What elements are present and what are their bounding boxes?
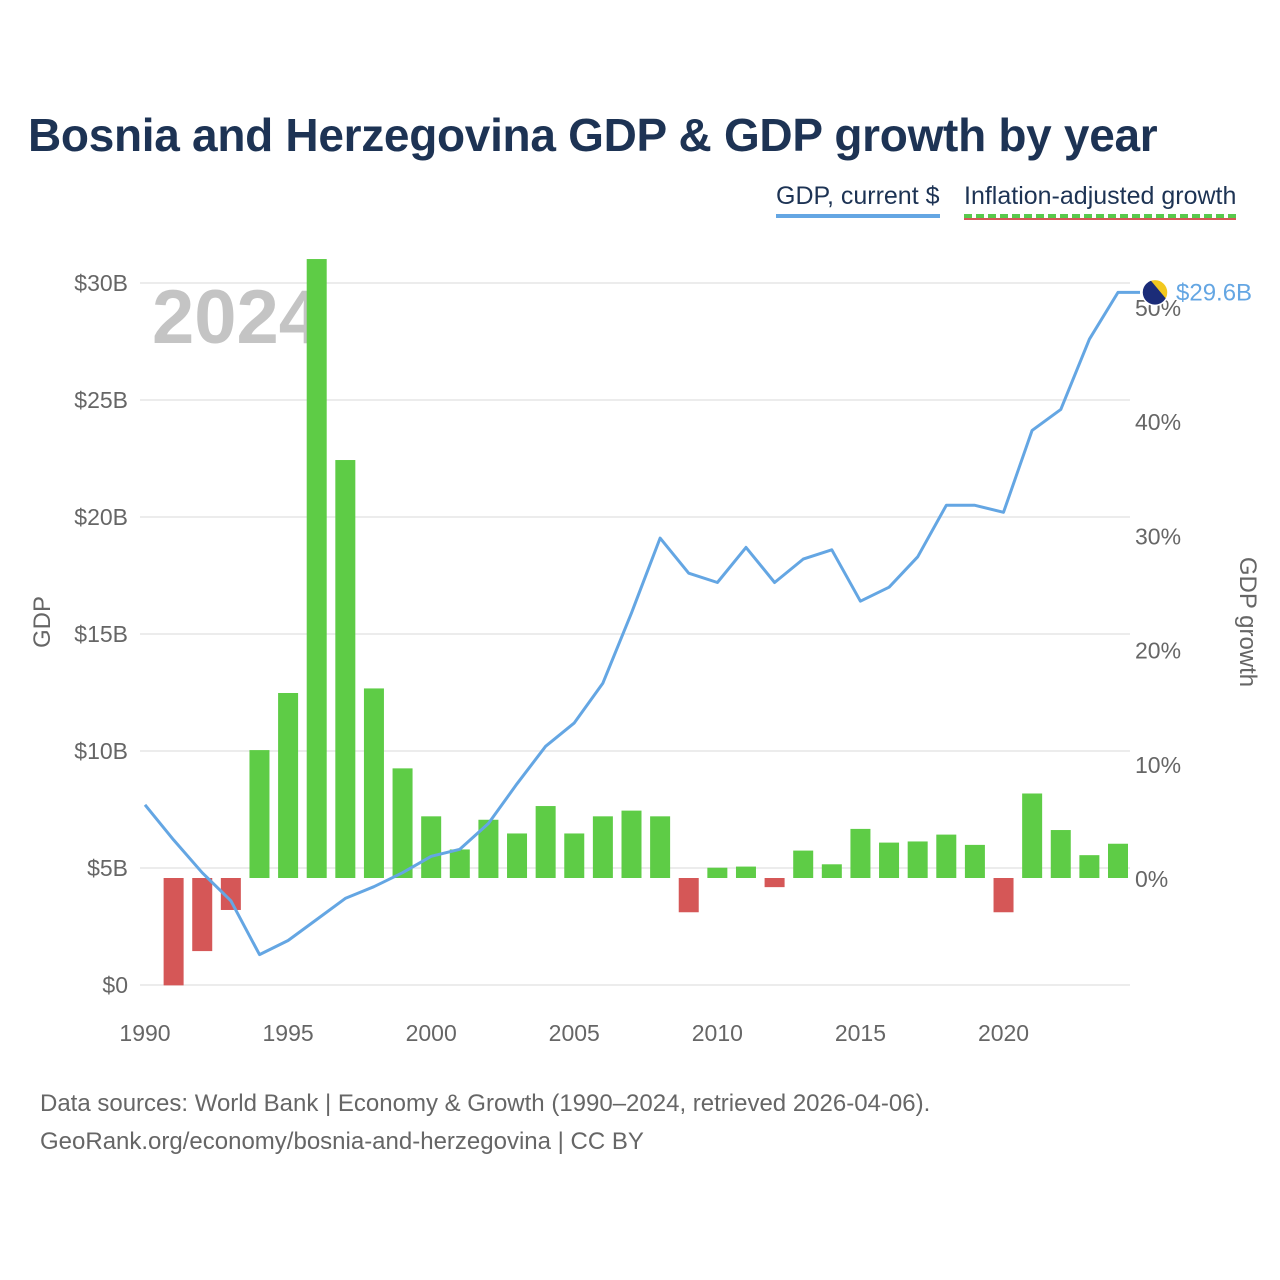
growth-bar [1079, 855, 1100, 878]
growth-bar [1050, 830, 1071, 878]
growth-bar [650, 816, 671, 878]
growth-bar [220, 878, 241, 910]
x-tick-label: 2015 [835, 1020, 886, 1046]
y-right-tick-label: 20% [1135, 638, 1181, 664]
attribution-text: GeoRank.org/economy/bosnia-and-herzegovi… [40, 1128, 644, 1155]
growth-bar [793, 850, 814, 878]
growth-bar [363, 688, 384, 878]
growth-bar [278, 692, 299, 878]
year-watermark: 2024 [152, 275, 321, 360]
y-right-tick-label: 10% [1135, 752, 1181, 778]
growth-bar [449, 849, 470, 878]
growth-bar [993, 878, 1014, 913]
x-tick-label: 2005 [549, 1020, 600, 1046]
growth-bar [850, 828, 871, 878]
x-tick-label: 2000 [406, 1020, 457, 1046]
flag-ring [1141, 278, 1169, 307]
growth-bar [936, 834, 957, 878]
growth-bar [335, 460, 356, 878]
y-left-tick-label: $10B [74, 738, 128, 764]
growth-bar [306, 259, 327, 878]
y-right-axis-title: GDP growth [1234, 557, 1261, 687]
y-left-tick-label: $20B [74, 504, 128, 530]
chart-title: Bosnia and Herzegovina GDP & GDP growth … [28, 109, 1158, 161]
data-source-text: Data sources: World Bank | Economy & Gro… [40, 1090, 931, 1117]
growth-bar [392, 768, 413, 878]
y-left-tick-label: $5B [87, 855, 128, 881]
growth-bar [249, 750, 270, 878]
growth-bar [535, 806, 556, 878]
growth-bar [707, 867, 728, 878]
growth-bar [879, 842, 900, 878]
growth-bar [678, 878, 699, 913]
growth-bar [621, 810, 642, 878]
x-tick-label: 2010 [692, 1020, 743, 1046]
x-tick-label: 2020 [978, 1020, 1029, 1046]
legend-gdp[interactable]: GDP, current $ [776, 182, 940, 218]
y-left-tick-label: $15B [74, 621, 128, 647]
growth-bar [478, 819, 499, 878]
gdp-line [143, 290, 1140, 957]
growth-bar [192, 878, 213, 952]
growth-bar [735, 866, 756, 878]
y-left-tick-label: $0 [102, 972, 128, 998]
gdp-end-label: $29.6B [1176, 279, 1252, 306]
growth-bar [163, 878, 184, 986]
x-tick-label: 1990 [119, 1020, 170, 1046]
growth-bar [1022, 793, 1043, 878]
growth-bar [507, 833, 528, 878]
growth-bar [421, 816, 442, 878]
y-right-tick-label: 30% [1135, 523, 1181, 549]
growth-bar [821, 864, 842, 878]
legend-growth[interactable]: Inflation-adjusted growth [964, 182, 1237, 218]
y-left-tick-label: $30B [74, 270, 128, 296]
growth-bar [764, 878, 785, 888]
x-tick-label: 1995 [263, 1020, 314, 1046]
growth-bar [592, 816, 613, 878]
y-left-axis-title: GDP [29, 596, 56, 648]
growth-bar [964, 844, 985, 878]
growth-bar [564, 833, 585, 878]
growth-bar [1108, 843, 1128, 878]
y-right-tick-label: 0% [1135, 866, 1168, 892]
growth-bar [907, 841, 928, 878]
y-right-tick-label: 40% [1135, 409, 1181, 435]
y-left-tick-label: $25B [74, 387, 128, 413]
